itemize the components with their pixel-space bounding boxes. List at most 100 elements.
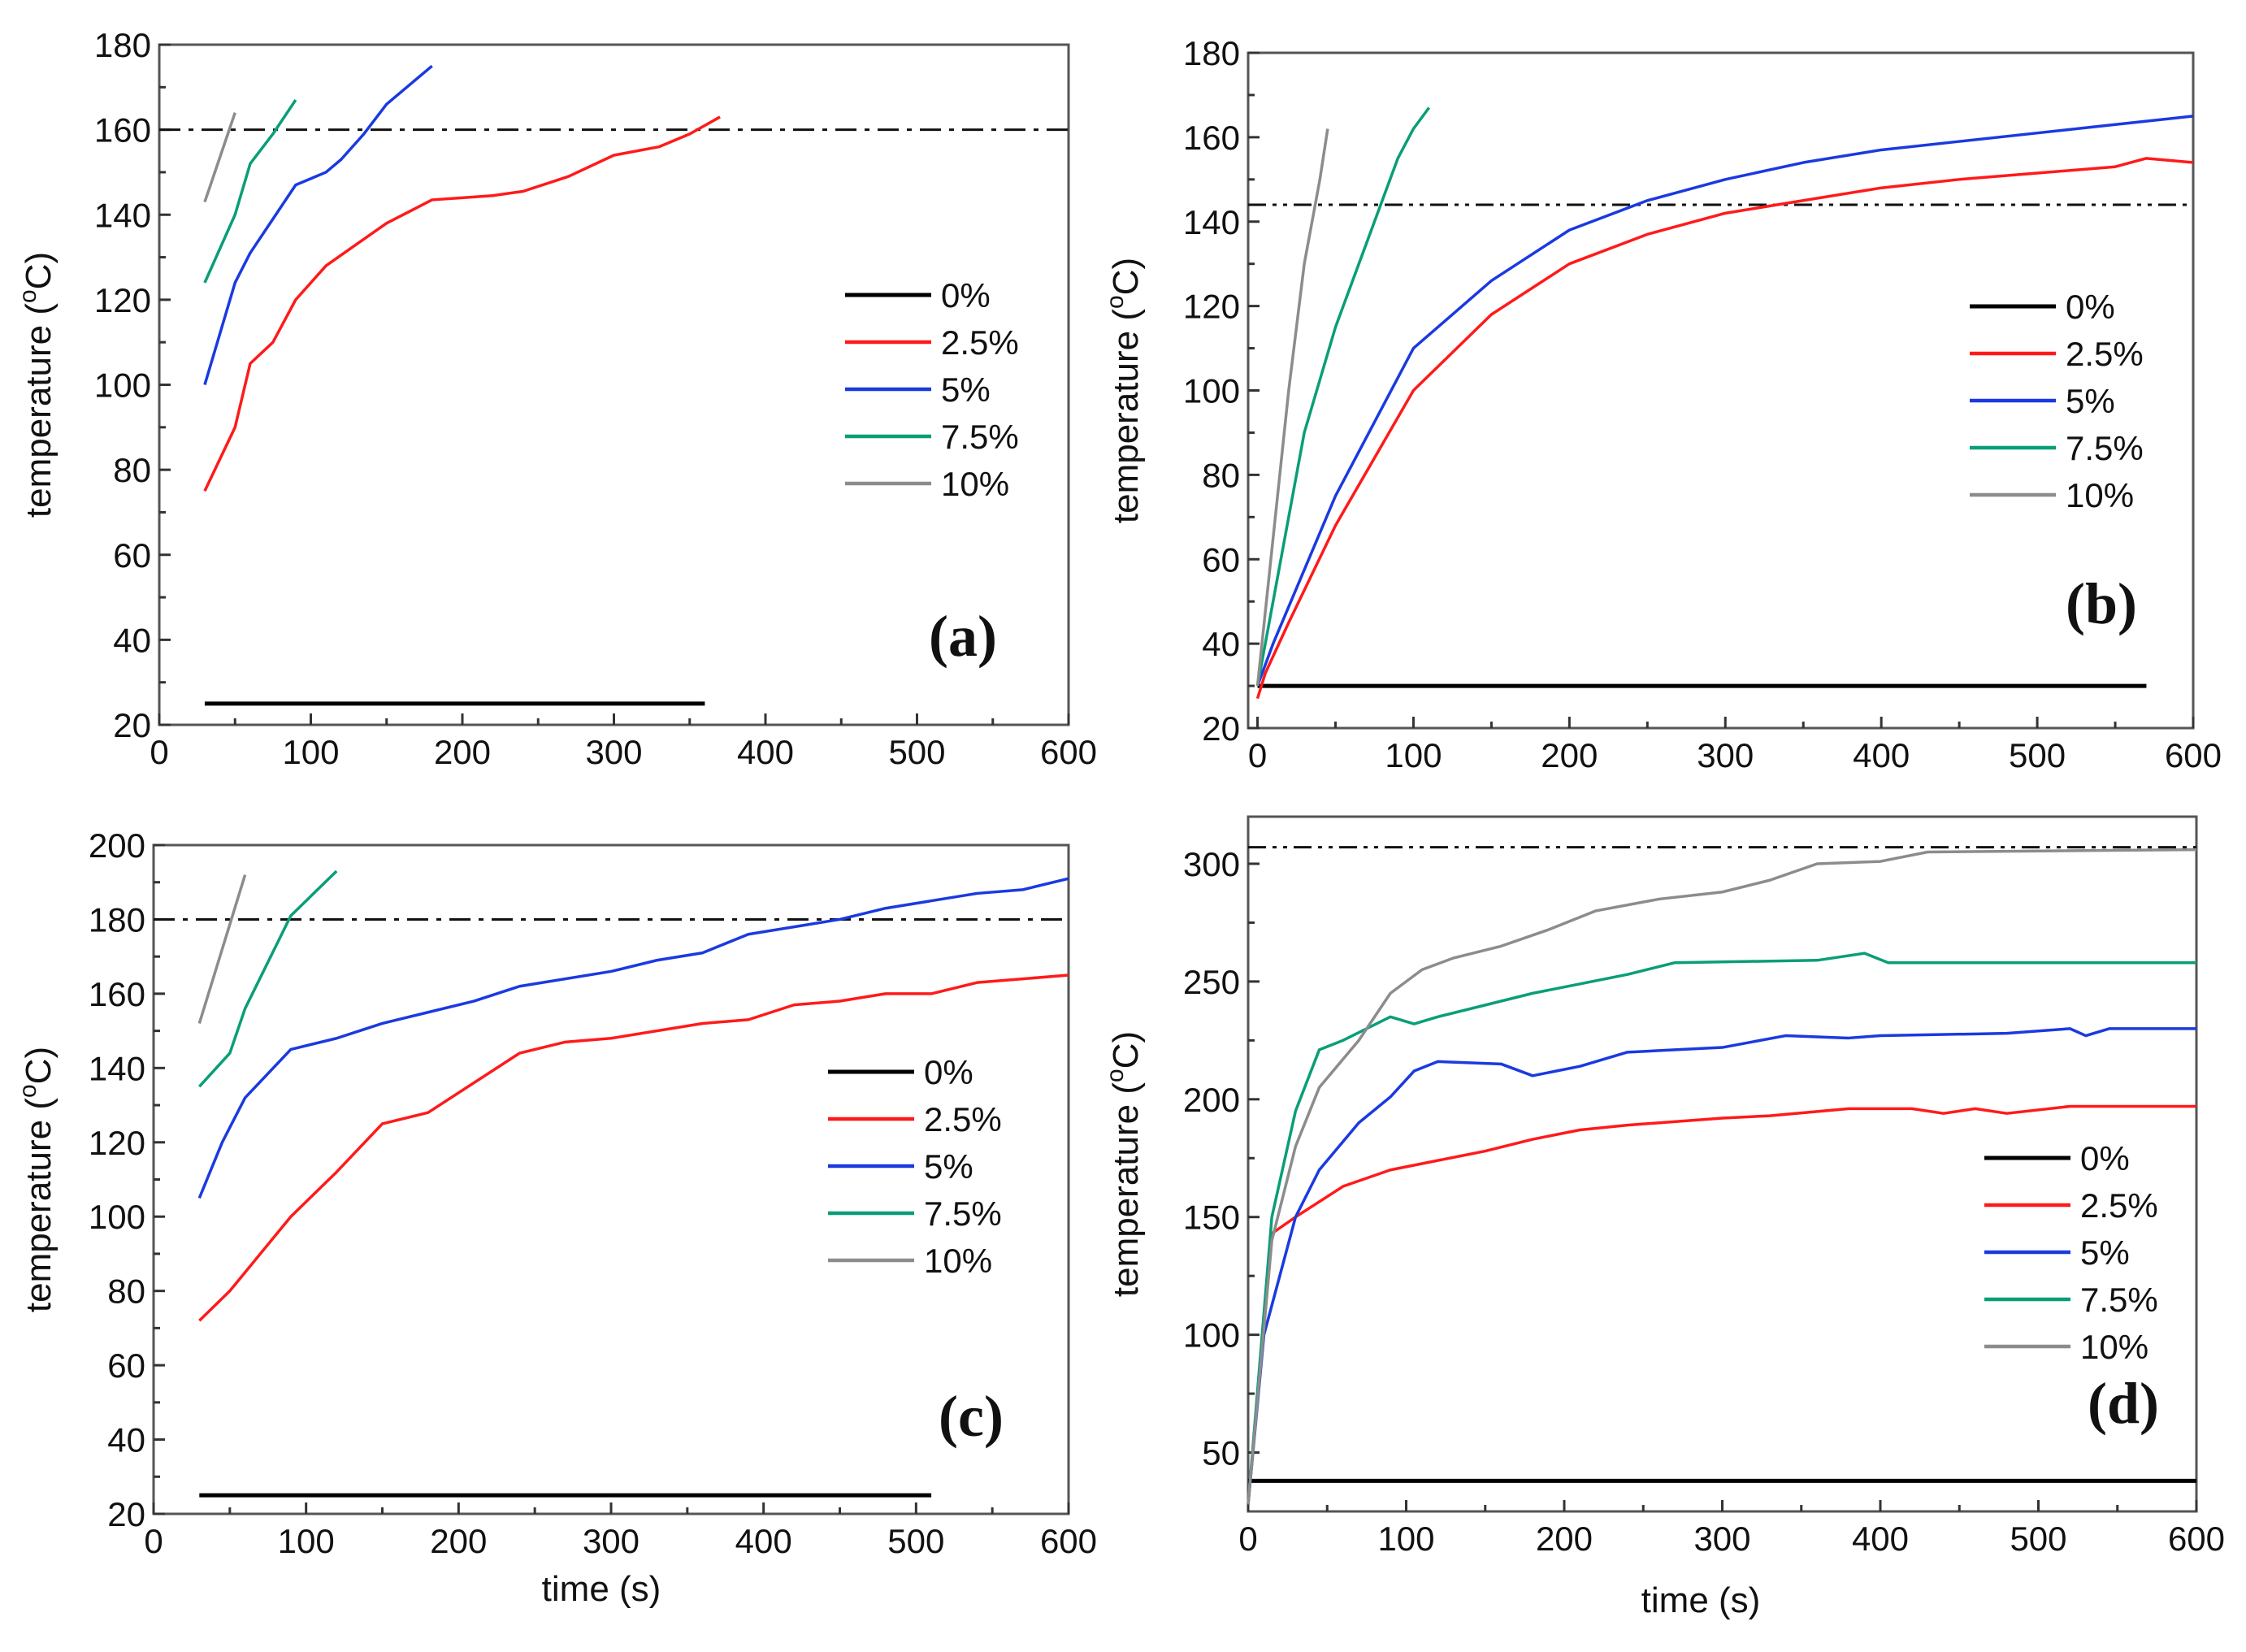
plot-frame (1247, 815, 2198, 1513)
series-line-7-5pct (198, 869, 338, 1088)
y-tick-label: 20 (1202, 709, 1240, 748)
series-line-10pct (203, 112, 236, 203)
x-tick-label: 500 (888, 733, 945, 771)
x-tick-label: 100 (1377, 1520, 1434, 1558)
series-line-2-5pct (203, 115, 721, 492)
y-axis-label-degree: o (15, 289, 41, 303)
panel-label: (c) (939, 1384, 1004, 1449)
panel-label: (d) (2088, 1371, 2159, 1436)
y-axis-label: temperature (oC) (15, 252, 59, 518)
x-tick-label: 400 (1853, 736, 1910, 774)
series-line-5pct (1247, 1027, 2196, 1505)
legend-label: 7.5% (941, 418, 1019, 456)
x-tick-label: 0 (1248, 736, 1267, 774)
legend-label: 5% (2066, 382, 2115, 420)
legend-label: 7.5% (2080, 1281, 2158, 1319)
y-tick-label: 300 (1183, 845, 1240, 883)
y-axis-label-degree: o (1102, 295, 1129, 309)
chart-panel-d: 0 100 200 300 400 500 600 50 100 150 200 250 300 temp… (1102, 815, 2225, 1620)
y-tick-label: 100 (89, 1198, 145, 1236)
legend-label: 10% (2066, 476, 2134, 514)
y-tick-label: 20 (107, 1495, 145, 1533)
x-tick-label: 600 (2165, 736, 2222, 774)
legend-label: 0% (2066, 288, 2115, 326)
y-axis-label-degree: o (1102, 1069, 1129, 1082)
series-line-7-5pct (203, 99, 297, 284)
x-tick-label: 400 (1852, 1520, 1909, 1558)
y-tick-label: 80 (107, 1273, 145, 1311)
x-tick-label: 100 (282, 733, 339, 771)
chart-panel-c: 0 100 200 300 400 500 600 20 40 60 80 100 120 140 160 1… (15, 826, 1097, 1609)
series-line-2-5pct (198, 973, 1069, 1322)
y-tick-label: 120 (89, 1124, 145, 1162)
y-axis-label: temperature (oC) (15, 1047, 59, 1312)
y-tick-label: 200 (89, 826, 145, 865)
x-tick-label: 0 (150, 733, 168, 771)
legend-label: 0% (924, 1053, 973, 1091)
legend-label: 2.5% (941, 323, 1019, 362)
y-tick-label: 180 (1183, 34, 1240, 72)
y-axis-label-unit: C) (1106, 258, 1146, 295)
y-tick-label: 140 (1183, 203, 1240, 241)
y-tick-label: 140 (94, 196, 151, 234)
y-tick-label: 50 (1202, 1434, 1240, 1472)
legend-label: 10% (924, 1242, 992, 1280)
x-tick-label: 300 (1693, 1520, 1750, 1558)
y-tick-label: 100 (94, 366, 151, 405)
y-tick-label: 80 (1202, 456, 1240, 494)
y-axis-label-text: temperature ( (1106, 1082, 1146, 1297)
legend-label: 5% (924, 1147, 973, 1186)
y-tick-label: 40 (1202, 625, 1240, 663)
y-tick-label: 140 (89, 1049, 145, 1087)
legend-label: 0% (2080, 1139, 2130, 1177)
x-tick-label: 100 (278, 1522, 335, 1560)
x-axis-label: time (s) (1641, 1580, 1761, 1620)
x-tick-label: 400 (735, 1522, 792, 1560)
x-tick-label: 200 (434, 733, 491, 771)
x-tick-label: 300 (1697, 736, 1754, 774)
series-line-5pct (203, 64, 433, 385)
x-tick-label: 500 (887, 1522, 944, 1560)
legend-label: 5% (2080, 1234, 2130, 1272)
x-tick-label: 200 (1536, 1520, 1593, 1558)
y-tick-label: 80 (113, 451, 151, 489)
panel-label: (b) (2066, 571, 2137, 636)
x-axis-label: time (s) (542, 1569, 661, 1609)
y-tick-label: 180 (94, 26, 151, 64)
x-tick-label: 200 (1541, 736, 1598, 774)
legend-label: 7.5% (2066, 429, 2144, 467)
series-line-7-5pct (1247, 952, 2196, 1505)
x-tick-label: 500 (2009, 736, 2066, 774)
chart-panel-b: 0 100 200 300 400 500 600 20 40 60 80 100 120 140 160 1… (1102, 34, 2222, 774)
legend-label: 10% (941, 465, 1009, 503)
y-tick-label: 250 (1183, 963, 1240, 1001)
y-tick-label: 120 (94, 281, 151, 319)
legend-label: 2.5% (2066, 335, 2144, 373)
series-line-5pct (197, 877, 1069, 1199)
y-tick-label: 160 (89, 975, 145, 1013)
panel-label: (a) (929, 604, 997, 669)
x-tick-label: 600 (1040, 733, 1097, 771)
legend-label: 2.5% (2080, 1186, 2158, 1225)
series-line-2-5pct (1247, 1104, 2196, 1505)
x-tick-label: 0 (1238, 1520, 1257, 1558)
y-tick-label: 100 (1183, 1316, 1240, 1355)
y-tick-label: 200 (1183, 1081, 1240, 1119)
y-tick-label: 100 (1183, 372, 1240, 410)
x-tick-label: 500 (2010, 1520, 2066, 1558)
series-line-10pct (1255, 128, 1329, 687)
y-tick-label: 20 (113, 706, 151, 744)
y-axis-label: temperature (oC) (1102, 1031, 1146, 1297)
y-axis-label: temperature (oC) (1102, 258, 1146, 523)
series-line-2-5pct (1255, 157, 2194, 700)
chart-panel-a: 0 100 200 300 400 500 600 20 40 60 80 100 120 140 160 1… (15, 26, 1097, 771)
series-line-10pct (197, 874, 247, 1024)
x-tick-label: 100 (1385, 736, 1442, 774)
series-line-10pct (1247, 848, 2197, 1505)
y-axis-label-text: temperature ( (1106, 309, 1146, 523)
legend-label: 2.5% (924, 1100, 1002, 1138)
y-tick-label: 180 (89, 900, 145, 939)
x-tick-label: 0 (144, 1522, 163, 1560)
y-axis-label-unit: C) (19, 1047, 59, 1084)
y-tick-label: 160 (1183, 119, 1240, 157)
